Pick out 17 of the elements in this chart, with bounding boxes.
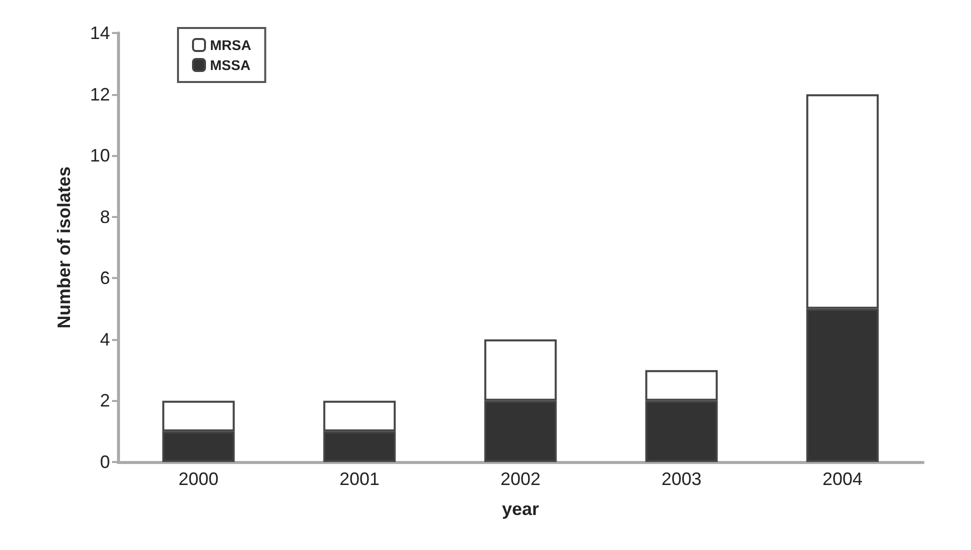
y-tick-label: 14 — [90, 23, 110, 43]
y-axis-title: Number of isolates — [54, 166, 74, 329]
x-axis-title: year — [502, 499, 540, 519]
x-tick-label: 2002 — [500, 469, 541, 489]
y-tick-label: 4 — [100, 329, 110, 350]
x-tick-label: 2003 — [661, 469, 702, 489]
y-tick-label: 0 — [100, 452, 110, 472]
x-tick-label: 2001 — [339, 469, 380, 489]
x-tick-label: 2004 — [822, 469, 863, 489]
y-tick-label: 8 — [100, 206, 110, 227]
y-tick-label: 2 — [100, 390, 110, 411]
legend-label: MRSA — [210, 37, 252, 53]
y-tick-label: 6 — [100, 268, 110, 288]
x-tick-label: 2000 — [178, 469, 219, 489]
legend-label: MSSA — [210, 57, 250, 73]
y-tick-label: 10 — [90, 146, 110, 166]
y-tick-label: 12 — [90, 84, 110, 104]
